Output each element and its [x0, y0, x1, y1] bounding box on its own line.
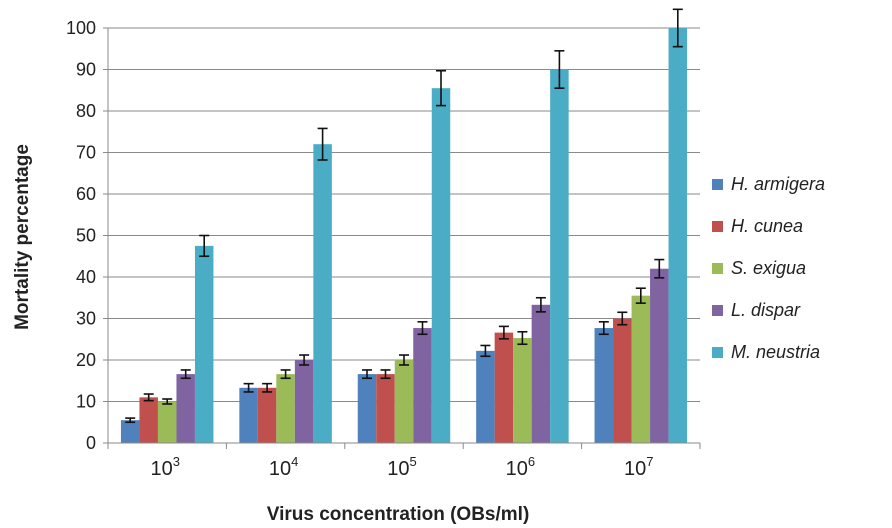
legend-label: S. exigua [731, 258, 806, 278]
y-tick-label: 70 [76, 143, 96, 163]
x-tick-label: 107 [624, 454, 653, 480]
bar [513, 338, 532, 443]
bar [257, 387, 277, 443]
y-tick-label: 30 [76, 309, 96, 329]
x-tick-label: 105 [387, 454, 416, 480]
bar [357, 374, 377, 443]
bar [431, 88, 451, 444]
bar [476, 350, 495, 443]
bars [120, 8, 688, 444]
legend-swatch [712, 263, 723, 274]
bar [631, 295, 651, 443]
legend-label: H. cunea [731, 216, 803, 236]
bar [376, 374, 395, 443]
x-tick-label: 106 [506, 454, 535, 480]
legend-swatch [712, 305, 723, 316]
bar [294, 360, 314, 443]
legend-label: L. dispar [731, 300, 801, 320]
bar [276, 374, 295, 443]
y-axis: 0 10 20 30 40 50 60 70 80 90 100 [66, 18, 109, 453]
bar [120, 420, 140, 443]
bar [594, 328, 614, 443]
bar [650, 268, 669, 443]
y-tick-label: 10 [76, 392, 96, 412]
bar [413, 328, 432, 443]
bar [494, 332, 514, 443]
legend-label: H. armigera [731, 174, 825, 194]
bar [194, 245, 214, 443]
y-tick-label: 40 [76, 267, 96, 287]
x-axis: 103 104 105 106 107 [107, 442, 701, 480]
x-axis-title: Virus concentration (OBs/ml) [267, 504, 530, 525]
y-tick-label: 100 [66, 18, 96, 38]
legend-swatch [712, 179, 723, 190]
legend: H. armigera H. cunea S. exigua L. dispar M. … [712, 174, 825, 362]
y-tick-label: 0 [86, 433, 96, 453]
y-tick-label: 90 [76, 60, 96, 80]
y-tick-label: 60 [76, 184, 96, 204]
x-tick-label: 103 [150, 454, 179, 480]
bar [550, 69, 569, 443]
legend-label: M. neustria [731, 342, 820, 362]
y-tick-label: 80 [76, 101, 96, 121]
x-tick-label: 104 [269, 454, 298, 480]
bar [613, 318, 632, 443]
bar [239, 387, 258, 443]
y-axis-title: Mortality percentage [12, 144, 33, 330]
y-tick-label: 20 [76, 350, 96, 370]
bar [531, 304, 551, 443]
bar [668, 28, 688, 443]
bar [313, 144, 332, 443]
bar [139, 397, 158, 443]
bar [394, 360, 414, 443]
legend-swatch [712, 347, 723, 358]
y-tick-label: 50 [76, 226, 96, 246]
legend-swatch [712, 221, 723, 232]
bar [157, 401, 177, 443]
bar [176, 374, 195, 443]
